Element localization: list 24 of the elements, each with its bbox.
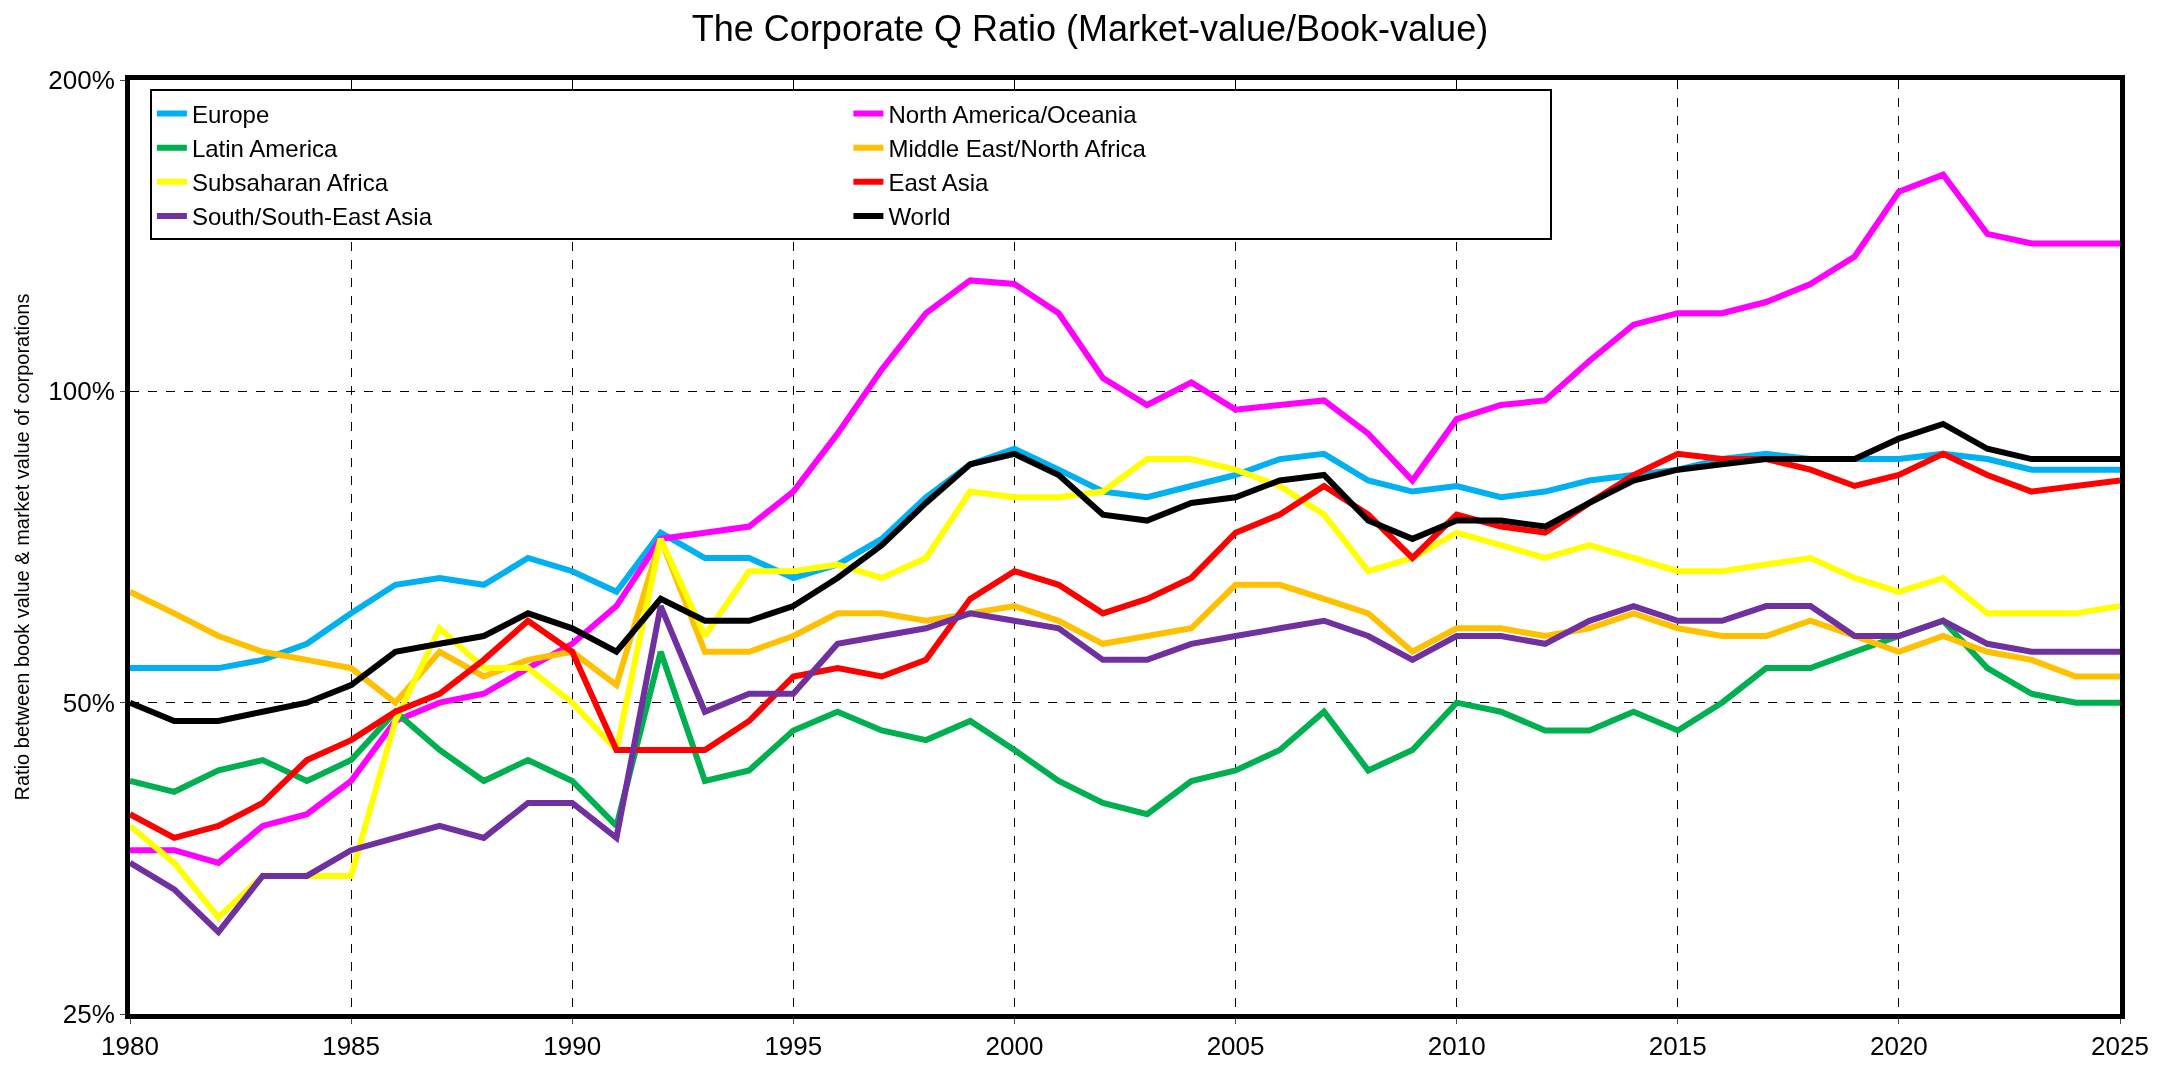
x-tick-label: 2020	[1869, 1031, 1928, 1062]
x-tick-label: 1985	[322, 1031, 381, 1062]
legend-label: World	[888, 203, 951, 231]
legend-label: Middle East/North Africa	[888, 135, 1147, 162]
legend-label: North America/Oceania	[888, 100, 1138, 128]
x-tick-label: 2015	[1648, 1031, 1707, 1062]
y-axis-title: Ratio between book value & market value of corporations	[10, 293, 33, 801]
y-tick-label: 200%	[48, 65, 115, 96]
legend-label: Subsaharan Africa	[191, 169, 389, 197]
x-tick-label: 1990	[543, 1031, 602, 1062]
y-tick-label: 50%	[62, 687, 115, 718]
legend-label: East Asia	[888, 169, 990, 197]
chart-title: The Corporate Q Ratio (Market-value/Book-value)	[691, 8, 1489, 50]
legend-label: Europe	[191, 100, 270, 128]
legend-label: South/South-East Asia	[191, 203, 433, 231]
x-tick-label: 2010	[1427, 1031, 1486, 1062]
x-tick-label: 2005	[1206, 1031, 1265, 1062]
x-tick-label: 1995	[764, 1031, 823, 1062]
x-tick-label: 2000	[985, 1031, 1044, 1062]
y-tick-label: 100%	[48, 376, 115, 407]
legend-label: Latin America	[191, 135, 338, 162]
y-tick-label: 25%	[62, 999, 115, 1030]
x-tick-label: 2025	[2091, 1031, 2149, 1062]
x-tick-label: 1980	[101, 1031, 159, 1062]
